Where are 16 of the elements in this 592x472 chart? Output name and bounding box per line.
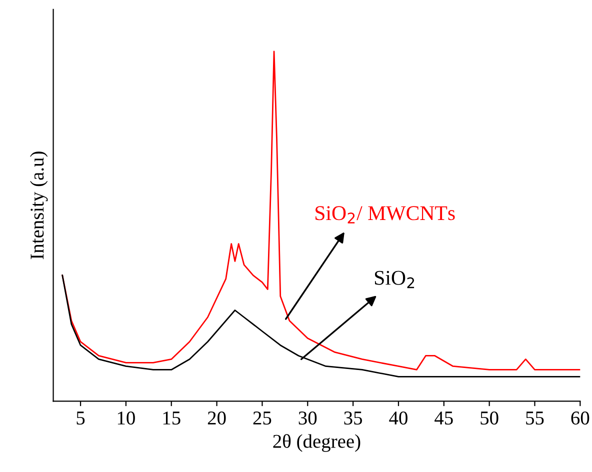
x-tick-label: 45 [434,412,453,425]
x-tick-label: 15 [163,412,180,425]
x-tick-label: 5 [76,412,85,425]
x-tick-label: 50 [480,411,498,425]
x-tick-label: 30 [298,411,317,425]
x-tick-label: 20 [208,411,226,425]
x-tick-label: 35 [344,412,362,425]
x-tick-label: 60 [571,411,590,425]
x-tick-label: 10 [118,411,135,425]
x-tick-label: 40 [389,411,408,425]
annotation: SiO$_{2}$ [374,270,414,288]
y-axis-title: Intensity (a.u) [30,152,48,260]
x-axis-title: 2θ (degree) [273,434,360,452]
x-tick-label: 25 [253,412,272,425]
x-tick-label: 55 [526,412,544,425]
annotation: SiO$_{2}$/ MWCNTs [316,206,455,224]
